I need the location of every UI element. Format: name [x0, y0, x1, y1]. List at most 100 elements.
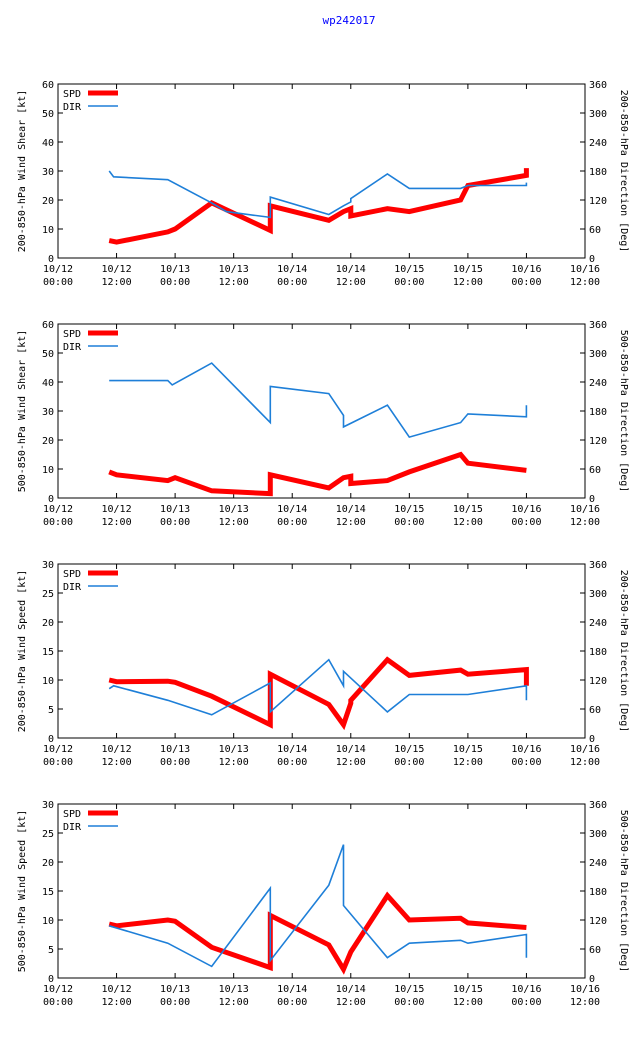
legend-spd-label: SPD	[63, 569, 81, 580]
x-tick-label-date: 10/14	[336, 744, 366, 755]
x-tick-label-time: 12:00	[453, 757, 483, 768]
dir-series-line	[108, 844, 528, 968]
y-tick-label-left: 0	[48, 254, 54, 265]
x-tick-label-time: 12:00	[219, 517, 249, 528]
x-tick-label-time: 12:00	[570, 997, 600, 1008]
x-tick-label-time: 12:00	[336, 997, 366, 1008]
x-tick-label-date: 10/16	[570, 264, 600, 275]
y-axis-label-left: 200-850-hPa Wind Shear [kt]	[17, 90, 28, 253]
y-tick-label-right: 300	[589, 829, 607, 840]
y-axis-label-right: 200-850-hPa Direction [Deg]	[618, 570, 629, 733]
x-tick-label-date: 10/13	[219, 264, 249, 275]
x-tick-label-time: 00:00	[511, 277, 541, 288]
x-tick-label-date: 10/14	[277, 984, 307, 995]
y-tick-label-right: 120	[589, 676, 607, 687]
y-tick-label-right: 240	[589, 618, 607, 629]
x-tick-label-date: 10/13	[160, 744, 190, 755]
x-tick-label-date: 10/13	[219, 504, 249, 515]
x-tick-label-date: 10/15	[394, 744, 424, 755]
y-tick-label-left: 50	[42, 109, 54, 120]
y-tick-label-right: 60	[589, 465, 601, 476]
x-tick-label-time: 00:00	[277, 277, 307, 288]
chart-panel-2: 10/12 00:00 10/12 12:00 10/13 00:00 10/13 12:00…	[17, 320, 629, 528]
y-tick-label-left: 5	[48, 945, 54, 956]
x-tick-label-time: 00:00	[160, 757, 190, 768]
legend-spd-label: SPD	[63, 809, 81, 820]
x-tick-label-date: 10/15	[453, 264, 483, 275]
y-tick-label-left: 30	[42, 407, 54, 418]
legend-spd-label: SPD	[63, 329, 81, 340]
chart-panel-4: 10/12 00:00 10/12 12:00 10/13 00:00 10/13 12:00…	[17, 800, 629, 1008]
x-tick-label-time: 00:00	[277, 517, 307, 528]
x-tick-label-date: 10/12	[43, 984, 73, 995]
x-tick-label-time: 00:00	[277, 997, 307, 1008]
x-tick-label-time: 12:00	[453, 997, 483, 1008]
x-tick-label-date: 10/13	[160, 984, 190, 995]
x-tick-label-date: 10/16	[570, 984, 600, 995]
y-tick-label-left: 30	[42, 800, 54, 811]
y-tick-label-right: 300	[589, 349, 607, 360]
x-tick-label-time: 12:00	[219, 997, 249, 1008]
y-tick-label-left: 20	[42, 858, 54, 869]
chart-panels: 10/12 00:00 10/12 12:00 10/13 00:00 10/13 12:00…	[17, 80, 629, 1008]
y-tick-label-right: 240	[589, 858, 607, 869]
x-tick-label-date: 10/12	[43, 264, 73, 275]
y-tick-label-left: 0	[48, 494, 54, 505]
dir-series-line	[108, 170, 528, 219]
y-tick-label-right: 300	[589, 109, 607, 120]
x-tick-label-date: 10/12	[102, 744, 132, 755]
x-tick-label-time: 12:00	[570, 757, 600, 768]
x-tick-label-time: 00:00	[43, 517, 73, 528]
y-tick-label-left: 20	[42, 618, 54, 629]
x-tick-label-date: 10/12	[43, 504, 73, 515]
x-tick-label-date: 10/12	[102, 504, 132, 515]
x-tick-label-date: 10/12	[43, 744, 73, 755]
y-tick-label-right: 360	[589, 800, 607, 811]
y-tick-label-left: 20	[42, 436, 54, 447]
x-tick-label-date: 10/15	[394, 984, 424, 995]
legend-dir-label: DIR	[63, 582, 82, 593]
spd-series-line	[108, 168, 529, 245]
y-tick-label-left: 0	[48, 974, 54, 985]
x-tick-label-time: 12:00	[453, 277, 483, 288]
x-tick-label-date: 10/13	[219, 744, 249, 755]
y-tick-label-right: 240	[589, 378, 607, 389]
y-axis-label-right: 500-850-hPa Direction [Deg]	[618, 810, 629, 973]
x-tick-label-date: 10/13	[160, 264, 190, 275]
x-tick-label-time: 00:00	[160, 517, 190, 528]
y-tick-label-right: 0	[589, 734, 595, 745]
plot-frame	[57, 323, 586, 499]
x-tick-label-date: 10/13	[219, 984, 249, 995]
x-tick-label-date: 10/15	[394, 264, 424, 275]
x-tick-label-time: 12:00	[219, 277, 249, 288]
y-tick-label-left: 30	[42, 167, 54, 178]
y-tick-label-left: 40	[42, 378, 54, 389]
legend-dir-label: DIR	[63, 102, 82, 113]
y-axis-label-right: 500-850-hPa Direction [Deg]	[618, 330, 629, 493]
y-tick-label-right: 60	[589, 705, 601, 716]
x-tick-label-date: 10/14	[336, 504, 366, 515]
y-tick-label-right: 360	[589, 320, 607, 331]
y-tick-label-right: 180	[589, 647, 607, 658]
x-tick-label-time: 12:00	[102, 997, 132, 1008]
y-tick-label-right: 0	[589, 494, 595, 505]
x-tick-label-time: 12:00	[102, 277, 132, 288]
x-tick-label-date: 10/16	[511, 504, 541, 515]
x-tick-label-date: 10/16	[570, 744, 600, 755]
x-tick-label-time: 12:00	[570, 277, 600, 288]
y-tick-label-left: 5	[48, 705, 54, 716]
y-tick-label-left: 25	[42, 589, 54, 600]
x-tick-label-time: 00:00	[43, 997, 73, 1008]
x-tick-label-date: 10/15	[453, 984, 483, 995]
y-axis-label-left: 200-850-hPa Wind Speed [kt]	[17, 570, 28, 733]
x-tick-label-date: 10/12	[102, 264, 132, 275]
x-tick-label-date: 10/14	[336, 984, 366, 995]
x-tick-label-date: 10/14	[277, 504, 307, 515]
x-tick-label-time: 12:00	[102, 517, 132, 528]
y-tick-label-left: 10	[42, 916, 54, 927]
y-tick-label-left: 60	[42, 320, 54, 331]
legend-dir-label: DIR	[63, 822, 82, 833]
dir-series-line	[109, 362, 528, 439]
x-tick-label-time: 12:00	[102, 757, 132, 768]
y-tick-label-right: 0	[589, 974, 595, 985]
